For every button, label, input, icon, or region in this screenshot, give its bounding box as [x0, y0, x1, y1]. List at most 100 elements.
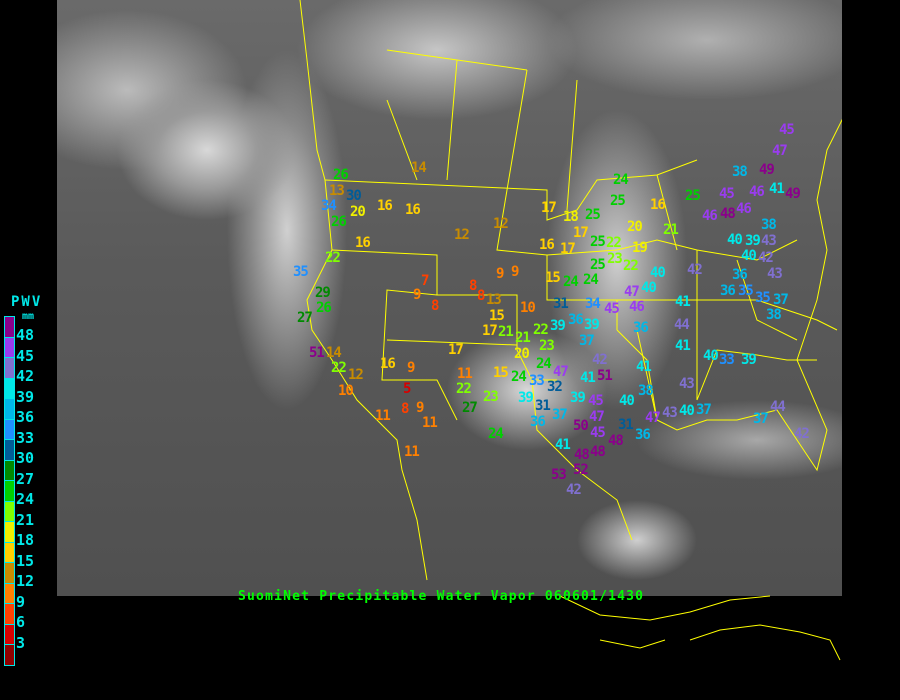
legend-colorbar [4, 316, 15, 666]
station-pwv-label: 23 [483, 389, 499, 405]
station-pwv-label: 43 [679, 376, 695, 392]
legend-unit: mm [22, 311, 35, 322]
station-pwv-label: 8 [401, 401, 410, 417]
station-pwv-label: 26 [316, 300, 332, 316]
legend-swatch [5, 522, 14, 543]
station-pwv-label: 14 [411, 160, 427, 176]
station-pwv-label: 40 [703, 348, 719, 364]
legend-swatch [5, 624, 14, 645]
station-pwv-label: 29 [315, 285, 331, 301]
station-pwv-label: 38 [638, 383, 654, 399]
station-pwv-label: 42 [687, 262, 703, 278]
legend-swatch [5, 399, 14, 420]
station-pwv-label: 17 [541, 200, 557, 216]
legend-swatch [5, 604, 14, 625]
station-pwv-label: 11 [422, 415, 438, 431]
station-pwv-label: 46 [736, 201, 752, 217]
station-pwv-label: 17 [448, 342, 464, 358]
station-pwv-label: 48 [608, 433, 624, 449]
station-pwv-label: 49 [785, 186, 801, 202]
station-pwv-label: 9 [511, 264, 520, 280]
station-pwv-label: 25 [610, 193, 626, 209]
state-boundaries [299, 0, 842, 581]
boundary-line [386, 49, 578, 211]
station-pwv-label: 21 [515, 330, 531, 346]
station-pwv-label: 47 [645, 410, 661, 426]
station-pwv-label: 16 [377, 198, 393, 214]
station-pwv-label: 35 [738, 283, 754, 299]
station-pwv-label: 43 [662, 405, 678, 421]
station-pwv-label: 34 [321, 198, 337, 214]
station-pwv-label: 8 [477, 288, 486, 304]
station-pwv-label: 12 [348, 367, 364, 383]
legend-swatch [5, 542, 14, 563]
station-pwv-label: 32 [547, 379, 563, 395]
station-pwv-label: 47 [772, 143, 788, 159]
map-title: SuomiNet Precipitable Water Vapor 060601… [238, 589, 645, 604]
station-pwv-label: 40 [641, 280, 657, 296]
station-pwv-label: 12 [454, 227, 470, 243]
station-pwv-label: 42 [566, 482, 582, 498]
station-pwv-label: 48 [590, 444, 606, 460]
station-pwv-label: 22 [623, 258, 639, 274]
station-pwv-label: 25 [590, 257, 606, 273]
station-pwv-label: 7 [421, 273, 430, 289]
station-pwv-label: 52 [573, 462, 589, 478]
station-pwv-label: 39 [584, 317, 600, 333]
legend-swatch [5, 583, 14, 604]
legend-tick-label: 33 [16, 428, 35, 447]
station-pwv-label: 8 [469, 278, 478, 294]
station-pwv-label: 50 [573, 418, 589, 434]
station-pwv-label: 41 [636, 359, 652, 375]
station-pwv-label: 13 [486, 292, 502, 308]
station-pwv-label: 39 [550, 318, 566, 334]
station-pwv-label: 36 [530, 414, 546, 430]
station-pwv-label: 42 [794, 426, 810, 442]
station-pwv-label: 9 [407, 360, 416, 376]
station-pwv-label: 16 [355, 235, 371, 251]
station-pwv-label: 40 [650, 265, 666, 281]
station-pwv-label: 31 [618, 417, 634, 433]
station-pwv-label: 31 [535, 398, 551, 414]
station-pwv-label: 22 [331, 360, 347, 376]
station-pwv-label: 33 [529, 373, 545, 389]
station-pwv-label: 36 [568, 312, 584, 328]
station-pwv-label: 49 [759, 162, 775, 178]
station-pwv-label: 24 [511, 369, 527, 385]
legend-swatch [5, 378, 14, 399]
station-pwv-label: 10 [338, 383, 354, 399]
boundary-line [299, 0, 428, 581]
station-pwv-label: 44 [674, 317, 690, 333]
station-pwv-label: 41 [675, 294, 691, 310]
legend-swatch [5, 337, 14, 358]
station-pwv-label: 22 [533, 322, 549, 338]
station-pwv-label: 17 [560, 241, 576, 257]
legend-tick-label: 15 [16, 551, 35, 570]
station-pwv-label: 19 [632, 240, 648, 256]
station-pwv-label: 21 [498, 324, 514, 340]
station-pwv-label: 37 [696, 402, 712, 418]
station-pwv-label: 45 [590, 425, 606, 441]
station-pwv-label: 45 [588, 393, 604, 409]
station-pwv-label: 36 [732, 267, 748, 283]
station-pwv-label: 38 [761, 217, 777, 233]
legend-tick-label: 12 [16, 572, 35, 590]
legend-tick-label: 18 [16, 531, 35, 549]
station-pwv-label: 8 [431, 298, 440, 314]
legend-tick-label: 9 [16, 592, 26, 611]
station-pwv-label: 26 [333, 167, 349, 183]
legend-tick-label: 27 [16, 469, 35, 488]
station-pwv-label: 39 [741, 352, 757, 368]
station-pwv-label: 46 [749, 184, 765, 200]
legend-swatch [5, 501, 14, 522]
station-pwv-label: 40 [741, 248, 757, 264]
station-pwv-label: 41 [555, 437, 571, 453]
station-pwv-label: 22 [456, 381, 472, 397]
station-pwv-label: 40 [619, 393, 635, 409]
legend-tick-label: 39 [16, 387, 35, 406]
legend-swatch [5, 317, 14, 338]
station-pwv-label: 22 [325, 250, 341, 266]
station-pwv-label: 31 [553, 296, 569, 312]
